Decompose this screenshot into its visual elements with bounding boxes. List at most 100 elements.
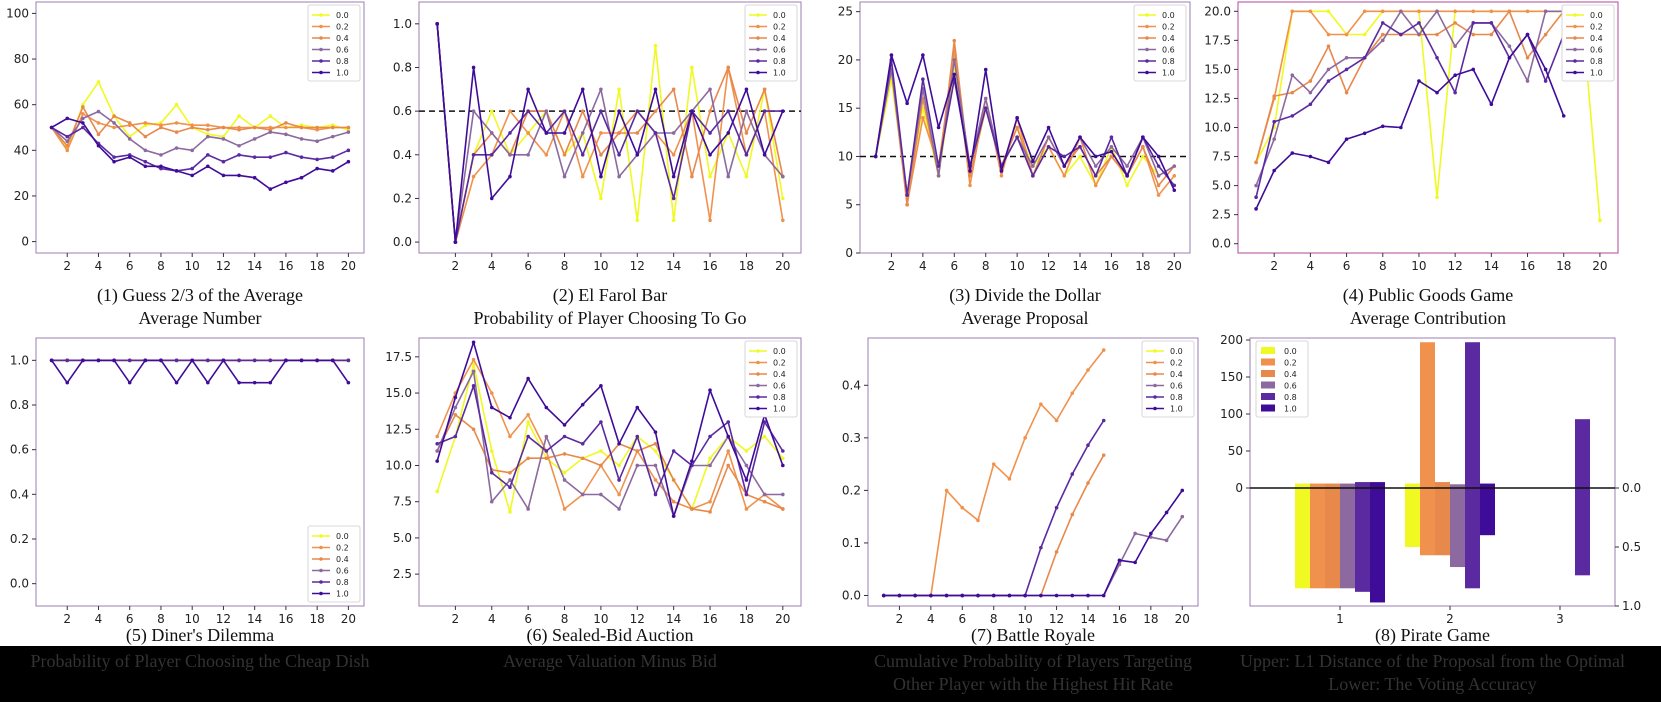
p7-point-0.8-14 (1086, 443, 1090, 448)
p1-point-1.0-9 (174, 169, 179, 173)
p2-point-0.6-20 (781, 174, 785, 179)
p7-point-0.8-11 (1039, 545, 1043, 550)
p3-ytick-label-10: 10 (838, 149, 853, 163)
p4-point-1.0-4 (1308, 154, 1313, 159)
p2-point-0.8-10 (599, 109, 603, 113)
p4-point-0.6-9 (1399, 9, 1403, 14)
p1-point-1.0-10 (190, 173, 194, 178)
p4-series-line-0.6 (1255, 10, 1564, 186)
p7-point-0.2-15 (1101, 348, 1106, 352)
p4-point-1.0-7 (1362, 131, 1367, 136)
p3-point-1.0-1 (873, 154, 878, 159)
p3-point-0.6-17 (1125, 164, 1129, 168)
p6-point-0.8-13 (653, 492, 658, 497)
p4-point-1.0-6 (1344, 137, 1349, 141)
p2-point-1.0-19 (762, 152, 767, 157)
p7-xtick-label-6: 6 (958, 612, 966, 626)
p2-legend-label-0.6: 0.6 (773, 46, 786, 55)
p3-point-0.2-19 (1156, 193, 1161, 197)
p6-panel: 2 4 6 8 10 12 14 16 18 20 2.5 5.0 7.5 10.0 12.5 15.0 17.… (385, 337, 802, 671)
p8-legend-swatch-0.2 (1261, 358, 1275, 366)
p1-point-0.6-6 (127, 137, 132, 141)
p6-xtick-label-4: 4 (488, 612, 496, 626)
p1-point-1.0-18 (315, 166, 319, 171)
p2-ytick-label-0: 0.0 (393, 235, 412, 249)
p6-legend-label-1.0: 1.0 (773, 405, 786, 414)
p3-point-0.4-19 (1156, 183, 1161, 188)
p7-legend-marker-1.0 (1153, 406, 1157, 411)
p6-point-0.0-6 (526, 420, 530, 424)
p3-series-line-0.8 (874, 59, 1175, 196)
p6-point-1.0-2 (453, 395, 458, 400)
p8-bar-lower-0.6-cat2 (1450, 488, 1465, 568)
p3-caption-line-2: Average Proposal (961, 308, 1088, 328)
p7-ytick-label-0.2: 0.2 (842, 483, 861, 497)
p4-point-0.6-17 (1543, 9, 1548, 14)
p6-xtick-label-12: 12 (630, 612, 645, 626)
p1-point-1.0-20 (346, 159, 351, 164)
p1-point-0.2-3 (81, 112, 85, 116)
p4-point-0.2-16 (1525, 9, 1530, 14)
p2-point-0.6-3 (471, 109, 476, 113)
p2-point-0.6-4 (489, 131, 494, 135)
p6-point-0.4-9 (580, 456, 585, 461)
p2-point-1.0-18 (744, 87, 749, 92)
p6-point-1.0-13 (653, 430, 658, 434)
p2-point-0.6-17 (726, 174, 731, 179)
p1-point-0.4-20 (346, 125, 351, 130)
p2-point-0.8-6 (526, 109, 530, 113)
p3-point-1.0-15 (1093, 154, 1098, 159)
p4-ytick-label-10: 10.0 (1204, 121, 1231, 135)
p3-point-0.8-4 (921, 77, 925, 82)
p3-xtick-label-8: 8 (982, 259, 990, 273)
p8-bar-upper-0.8-cat2 (1465, 342, 1480, 488)
p1-point-0.4-17 (299, 125, 304, 130)
p2-point-1.0-17 (726, 131, 731, 135)
p8-legend-label-1.0: 1.0 (1284, 405, 1297, 414)
p3-point-0.6-5 (936, 173, 941, 178)
p6-point-0.8-4 (489, 470, 494, 475)
p6-point-0.0-4 (489, 449, 494, 453)
p2-point-0.4-18 (744, 131, 749, 135)
p3-legend-label-0.8: 0.8 (1162, 57, 1175, 66)
p6-point-1.0-6 (526, 376, 530, 381)
p6-point-0.0-19 (762, 434, 767, 439)
p5-point-0.8-2 (65, 358, 70, 363)
p8-legend-label-0.4: 0.4 (1284, 370, 1297, 379)
p6-point-0.4-15 (690, 507, 694, 511)
p8-legend-label-0.2: 0.2 (1284, 359, 1297, 368)
p7-point-0.6-20 (1180, 514, 1185, 519)
p2-point-1.0-20 (781, 109, 785, 113)
p5-point-1.0-1 (49, 358, 54, 363)
p8-bar-lower-0.4-cat1 (1325, 488, 1340, 589)
p4-point-1.0-15 (1507, 55, 1512, 60)
p2-legend-label-0.0: 0.0 (773, 11, 786, 20)
p3-point-1.0-16 (1109, 149, 1114, 154)
p8-bar-upper-0.8-cat1 (1355, 482, 1370, 488)
p6-point-0.2-8 (562, 507, 567, 511)
p2-legend-marker-0.4 (756, 36, 760, 40)
p4-point-0.2-14 (1489, 9, 1494, 14)
p3-legend-marker-0.0 (1145, 13, 1149, 17)
p7-legend-marker-0.0 (1153, 349, 1157, 353)
p3-point-0.0-17 (1125, 183, 1129, 188)
p4-point-0.4-6 (1344, 90, 1349, 95)
p8-panel: 0 50 100 150 200 0.0 0.5 1.0 1 2 3 0.0 0.2 0.4 0.6 0.8 1… (1220, 333, 1641, 694)
p5-series-line-1.0 (50, 359, 350, 384)
p6-ytick-label-7.5: 7.5 (393, 495, 412, 509)
p8-caption-line-2: Upper: L1 Distance of the Proposal from … (1240, 651, 1625, 671)
p4-xtick-label-18: 18 (1556, 259, 1571, 273)
p1-point-0.6-12 (221, 137, 226, 141)
p4-point-0.6-2 (1272, 137, 1276, 141)
p4-point-0.0-11 (1435, 195, 1439, 200)
p1-ytick-label-40: 40 (14, 143, 29, 157)
p1-point-1.0-13 (237, 173, 241, 178)
p7-point-0.2-5 (944, 488, 949, 493)
p3-point-0.4-18 (1141, 145, 1145, 149)
p3-ytick-label-5: 5 (845, 198, 853, 212)
p1-point-0.4-8 (159, 125, 163, 130)
p4-point-0.8-4 (1308, 102, 1313, 107)
p8-bar-upper-0.0-cat1 (1295, 483, 1310, 488)
p4-point-0.8-14 (1489, 21, 1494, 25)
p1-point-1.0-19 (330, 169, 335, 173)
